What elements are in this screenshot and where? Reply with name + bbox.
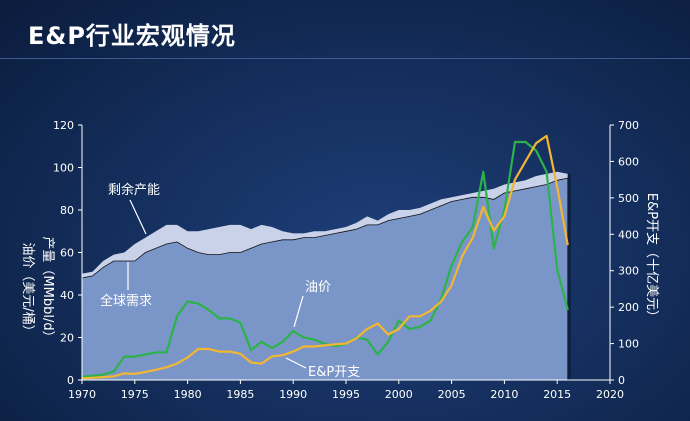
x-tick-label: 1975 xyxy=(121,388,149,401)
left-tick-label: 60 xyxy=(60,247,74,260)
right-tick-label: 700 xyxy=(618,119,639,132)
right-tick-label: 100 xyxy=(618,338,639,351)
right-tick-label: 0 xyxy=(618,374,625,387)
left-tick-label: 40 xyxy=(60,289,74,302)
annotation-oil-price: 油价 xyxy=(305,280,331,295)
left-axis-label-price: 油价（美元/桶） xyxy=(20,242,35,337)
x-tick-label: 1995 xyxy=(332,388,360,401)
x-tick-label: 2015 xyxy=(543,388,571,401)
x-tick-label: 1980 xyxy=(174,388,202,401)
x-tick-label: 2010 xyxy=(490,388,518,401)
right-tick-label: 600 xyxy=(618,155,639,168)
annotation-pointer-capex xyxy=(285,357,307,369)
left-tick-label: 120 xyxy=(53,119,74,132)
x-tick-label: 1970 xyxy=(68,388,96,401)
right-tick-label: 500 xyxy=(618,192,639,205)
right-tick-label: 400 xyxy=(618,228,639,241)
x-tick-label: 2000 xyxy=(385,388,413,401)
annotation-spare-capacity: 剩余产能 xyxy=(108,182,160,198)
left-tick-label: 0 xyxy=(67,374,74,387)
x-tick-label: 2005 xyxy=(438,388,466,401)
x-tick-label: 2020 xyxy=(596,388,624,401)
series-ep-capex-line xyxy=(81,134,569,380)
series-oil-price-line xyxy=(81,140,569,378)
annotation-ep-capex: E&P开支 xyxy=(308,365,360,380)
left-tick-label: 20 xyxy=(60,332,74,345)
right-tick-label: 200 xyxy=(618,301,639,314)
x-tick-label: 1985 xyxy=(226,388,254,401)
left-tick-label: 100 xyxy=(53,162,74,175)
series-global-demand-area xyxy=(81,177,569,381)
left-tick-label: 80 xyxy=(60,204,74,217)
x-tick-label: 1990 xyxy=(279,388,307,401)
area-end-shadow xyxy=(567,173,571,380)
annotation-pointer-spare xyxy=(129,199,147,235)
page-title: E&P行业宏观情况 xyxy=(28,22,236,50)
annotation-global-demand: 全球需求 xyxy=(100,293,152,309)
title-divider xyxy=(0,58,690,59)
left-axis-label-production: 产量（MMbbl/d） xyxy=(40,236,55,343)
right-axis-label-capex: E&P开支（十亿美元） xyxy=(644,193,659,323)
right-tick-label: 300 xyxy=(618,265,639,278)
annotation-pointer-oil xyxy=(293,295,304,328)
